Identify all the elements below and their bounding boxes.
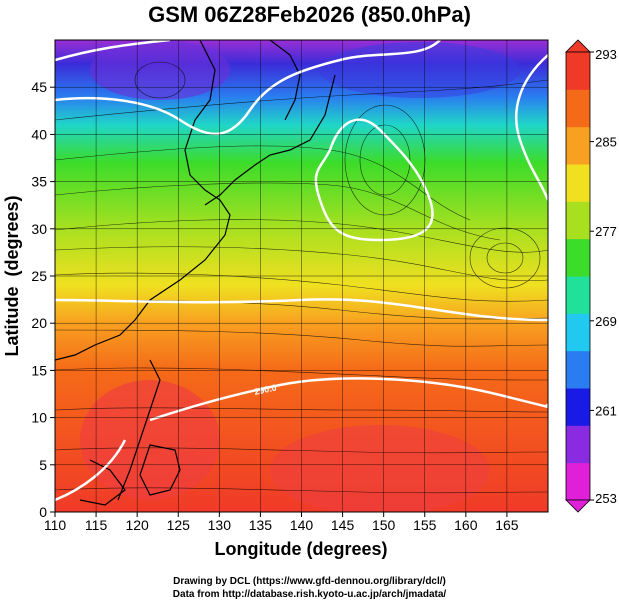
- colorbar-band: [566, 350, 590, 389]
- warm-pool: [80, 380, 220, 500]
- colorbar-band: [566, 201, 590, 240]
- contour-label: 290.0: [253, 382, 277, 396]
- colorbar-bottom-arrow: [565, 499, 591, 513]
- grid: [54, 39, 549, 513]
- y-tick-label: 10: [31, 410, 47, 426]
- colorbar-band: [566, 89, 590, 128]
- colorbar-ticks: 253 261 269 277 285 293: [590, 47, 617, 506]
- x-axis-label: Longitude (degrees): [214, 539, 387, 559]
- colorbar-band: [566, 52, 590, 90]
- data-credit: Data from http://database.rish.kyoto-u.a…: [172, 589, 447, 600]
- x-tick-label: 130: [208, 517, 232, 533]
- colorbar-tick-label: 269: [595, 314, 617, 329]
- colorbar: 253 261 269 277 285 293: [565, 39, 617, 513]
- x-tick-label: 135: [249, 517, 273, 533]
- y-tick-label: 20: [31, 315, 47, 331]
- y-tick-label: 15: [31, 362, 47, 378]
- x-tick-label: 155: [413, 517, 437, 533]
- x-tick-label: 150: [372, 517, 396, 533]
- colorbar-tick-label: 285: [595, 135, 617, 150]
- colorbar-tick-label: 261: [595, 403, 617, 418]
- warm-pool: [270, 425, 490, 512]
- x-tick-label: 120: [125, 517, 149, 533]
- colorbar-bands: [565, 51, 591, 501]
- map-title: GSM 06Z28Feb2026 (850.0hPa): [148, 2, 471, 27]
- x-tick-label: 160: [454, 517, 478, 533]
- y-axis: 0 5 10 15 20 25 30 35 40 45: [31, 79, 55, 520]
- x-tick-label: 125: [167, 517, 191, 533]
- colorbar-band: [566, 164, 590, 202]
- x-tick-label: 110: [44, 517, 67, 533]
- y-tick-label: 40: [31, 126, 47, 142]
- y-tick-label: 5: [39, 457, 47, 473]
- x-tick-label: 145: [331, 517, 355, 533]
- colorbar-tick-label: 253: [595, 491, 617, 506]
- map-area: 290.0: [54, 39, 549, 513]
- y-tick-label: 25: [31, 268, 47, 284]
- cold-pocket: [90, 40, 230, 100]
- colorbar-tick-label: 293: [595, 47, 617, 62]
- contours: [55, 40, 548, 502]
- y-tick-label: 45: [31, 79, 47, 95]
- colorbar-tick-label: 277: [595, 224, 617, 239]
- y-tick-label: 30: [31, 221, 47, 237]
- colorbar-band: [566, 425, 590, 464]
- x-tick-label: 140: [290, 517, 314, 533]
- colorbar-band: [566, 313, 590, 352]
- colorbar-band: [566, 238, 590, 277]
- colorbar-band: [566, 388, 590, 426]
- coastlines: [55, 40, 336, 506]
- x-axis: 110 115 120 125 130 135 140 145 150 155 160 165: [44, 512, 519, 533]
- colorbar-band: [566, 126, 590, 165]
- colorbar-band: [566, 462, 590, 501]
- colorbar-band: [566, 276, 590, 314]
- x-tick-label: 115: [85, 517, 108, 533]
- x-tick-label: 165: [495, 517, 519, 533]
- y-tick-label: 35: [31, 174, 47, 190]
- drawing-credit: Drawing by DCL (https://www.gfd-dennou.o…: [173, 576, 446, 587]
- colorbar-top-arrow: [565, 39, 591, 53]
- y-tick-label: 0: [39, 504, 47, 520]
- y-axis-label: Latitude (degrees): [2, 195, 22, 356]
